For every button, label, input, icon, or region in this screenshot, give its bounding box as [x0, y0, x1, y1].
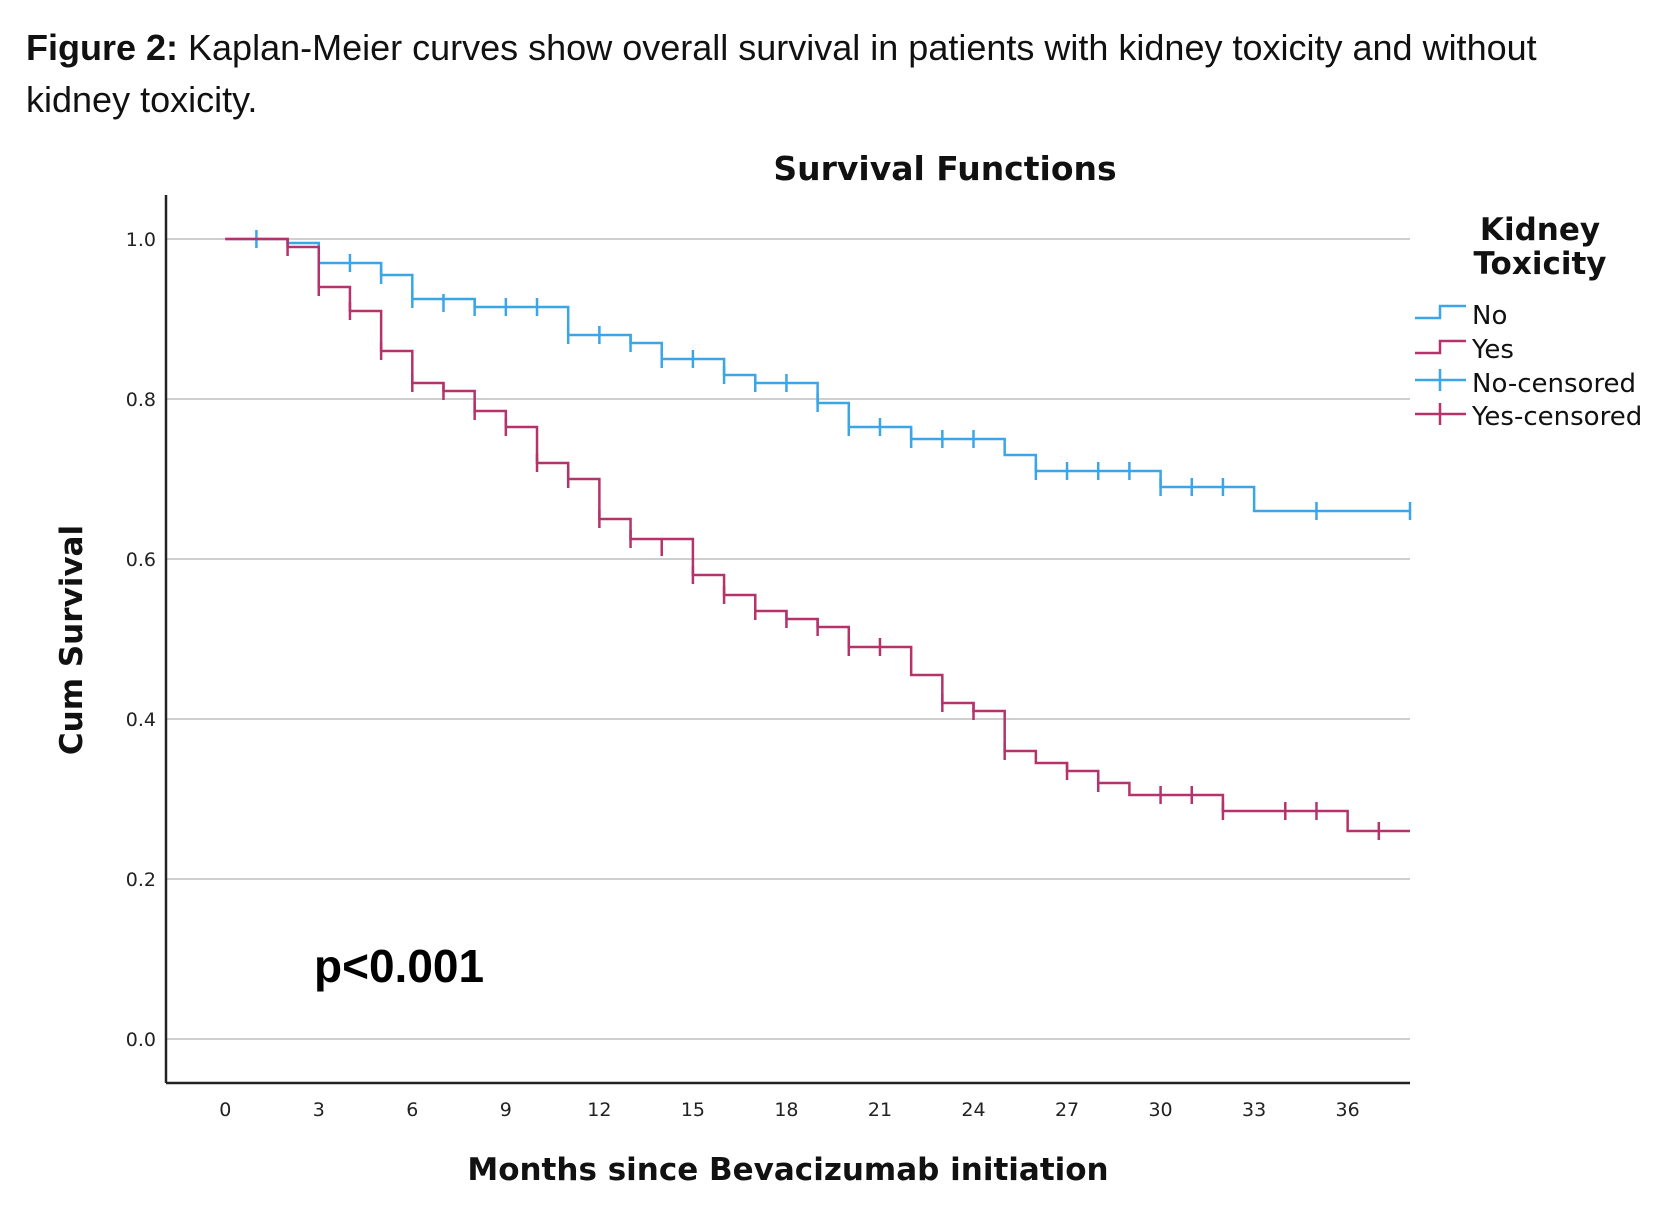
- x-tick-label: 18: [774, 1099, 798, 1121]
- y-tick-label: 0.6: [126, 549, 156, 571]
- x-tick-label: 15: [681, 1099, 705, 1121]
- survival-curve-yes: [225, 237, 1410, 833]
- y-tick-label: 0.4: [126, 709, 156, 731]
- caption-lead: Figure 2:: [26, 27, 179, 68]
- x-tick-label: 36: [1336, 1099, 1360, 1121]
- survival-curve-no: [225, 237, 1410, 513]
- x-tick-label: 27: [1055, 1099, 1079, 1121]
- series-layer: [225, 230, 1412, 840]
- caption-text: Kaplan-Meier curves show overall surviva…: [26, 27, 1537, 120]
- x-tick-label: 9: [500, 1099, 512, 1121]
- y-tick-labels: 0.0 0.2 0.4 0.6 0.8 1.0: [126, 229, 156, 1051]
- x-tick-label: 30: [1148, 1099, 1172, 1121]
- x-tick-label: 6: [406, 1099, 418, 1121]
- legend-title-line1: Kidney: [1480, 212, 1600, 248]
- y-axis-label: Cum Survival: [54, 525, 90, 755]
- chart-title: Survival Functions: [773, 149, 1116, 188]
- y-tick-label: 1.0: [126, 229, 156, 251]
- legend-swatch-yes: [1415, 339, 1466, 355]
- legend-entry-no-censored: No-censored: [1472, 369, 1636, 399]
- legend: Kidney Toxicity No Yes No-censored Yes-c…: [1415, 212, 1642, 432]
- x-tick-label: 12: [587, 1099, 611, 1121]
- y-tick-label: 0.8: [126, 389, 156, 411]
- x-tick-labels: 0 3 6 9 12 15 18 21 24 27 30 33 36: [219, 1099, 1360, 1121]
- p-value-annotation: p<0.001: [314, 940, 484, 992]
- gridlines: [166, 238, 1410, 1040]
- legend-swatch-no-censored: [1415, 369, 1466, 391]
- legend-title-line2: Toxicity: [1474, 246, 1607, 282]
- legend-entry-yes: Yes: [1471, 335, 1514, 365]
- y-tick-label: 0.2: [126, 869, 156, 891]
- figure-caption: Figure 2: Kaplan-Meier curves show overa…: [26, 22, 1646, 126]
- x-tick-label: 21: [868, 1099, 892, 1121]
- legend-swatch-no: [1415, 304, 1466, 320]
- x-axis-label: Months since Bevacizumab initiation: [467, 1152, 1108, 1188]
- legend-entry-no: No: [1472, 301, 1507, 331]
- legend-swatch-yes-censored: [1415, 403, 1466, 425]
- x-tick-label: 33: [1242, 1099, 1266, 1121]
- legend-entry-yes-censored: Yes-censored: [1471, 402, 1642, 432]
- y-tick-label: 0.0: [126, 1029, 156, 1051]
- x-tick-label: 0: [219, 1099, 231, 1121]
- x-tick-label: 24: [961, 1099, 985, 1121]
- x-tick-label: 3: [313, 1099, 325, 1121]
